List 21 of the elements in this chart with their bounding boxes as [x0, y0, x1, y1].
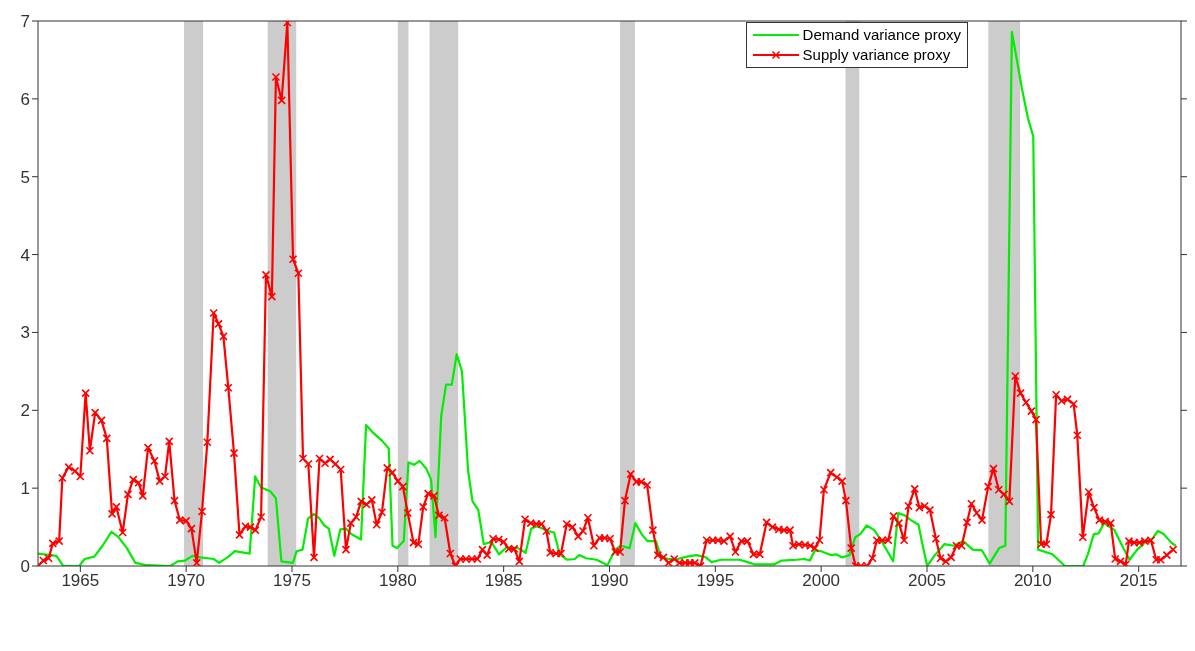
- y-tick-label: 2: [20, 401, 30, 421]
- x-tick-label: 1985: [484, 571, 523, 591]
- y-tick-label: 0: [20, 557, 30, 577]
- x-tick-label: 2015: [1119, 571, 1158, 591]
- x-tick-label: 1970: [167, 571, 206, 591]
- x-tick-label: 2010: [1013, 571, 1052, 591]
- legend-label: Demand variance proxy: [802, 25, 961, 45]
- y-tick-label: 5: [20, 167, 30, 187]
- x-tick-label: 1965: [61, 571, 100, 591]
- y-tick-label: 4: [20, 245, 30, 265]
- legend-label: Supply variance proxy: [802, 45, 951, 65]
- x-tick-label: 1975: [273, 571, 311, 591]
- y-tick-label: 6: [20, 89, 30, 109]
- y-tick-label: 3: [20, 323, 30, 343]
- x-tick-label: 2000: [802, 571, 841, 591]
- x-tick-label: 1980: [378, 571, 417, 591]
- y-tick-label: 1: [20, 479, 30, 499]
- x-tick-label: 1990: [590, 571, 629, 591]
- x-tick-label: 1995: [696, 571, 735, 591]
- x-tick-label: 2005: [908, 571, 946, 591]
- y-tick-label: 7: [20, 12, 30, 32]
